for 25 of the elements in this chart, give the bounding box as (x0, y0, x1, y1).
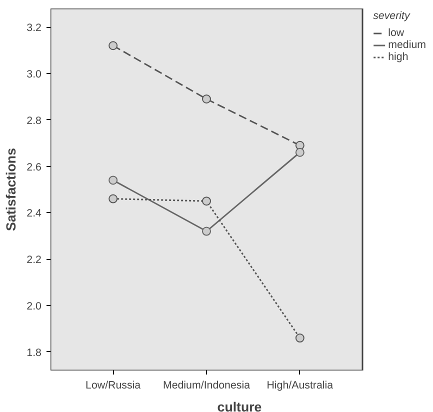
x-axis-title: culture (217, 400, 262, 412)
y-tick-label: 3.2 (26, 22, 42, 34)
x-tick-label: Low/Russia (86, 380, 141, 392)
point (108, 41, 118, 50)
y-tick-label: 2.0 (26, 300, 42, 313)
legend-label: medium (388, 39, 426, 51)
point (202, 226, 211, 236)
y-axis-title: Satisfactions (4, 148, 19, 231)
point (202, 196, 211, 206)
y-tick-label: 1.8 (26, 346, 42, 359)
y-tick-label: 2.8 (26, 114, 42, 127)
y-tick-label: 2.6 (26, 161, 42, 174)
x-tick-label: High/Australia (266, 380, 334, 392)
y-tick-label: 3.0 (26, 68, 42, 80)
point (295, 334, 304, 343)
legend-label: low (388, 27, 404, 39)
legend-title: severity (373, 10, 412, 22)
x-tick-label: Medium/Indonesia (162, 380, 250, 392)
point (108, 194, 118, 204)
point (295, 148, 304, 157)
y-tick-label: 2.4 (26, 208, 42, 220)
point (202, 94, 211, 104)
legend-label: high (388, 51, 408, 63)
point (108, 176, 118, 185)
y-tick-label: 2.2 (26, 254, 42, 266)
